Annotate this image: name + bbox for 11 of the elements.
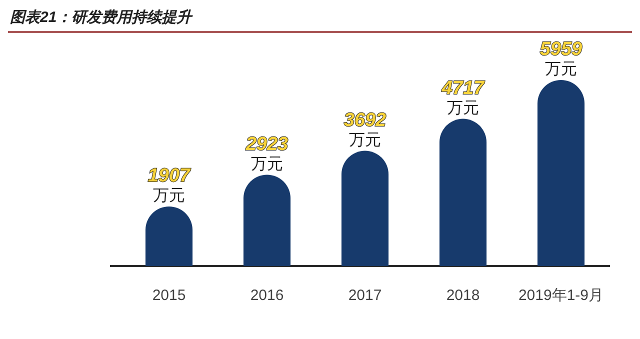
x-tick-label: 2017 — [348, 287, 382, 304]
x-tick-label: 2019年1-9月 — [518, 287, 604, 304]
x-tick-label: 2016 — [250, 287, 284, 304]
data-label: 1907 万元 — [148, 165, 192, 204]
data-label: 2923 万元 — [244, 134, 289, 173]
chart-title: 图表21：研发费用持续提升 — [10, 9, 194, 26]
x-tick-label: 2015 — [152, 287, 186, 304]
data-label: 3692 万元 — [344, 110, 387, 149]
x-tick-label: 2018 — [446, 287, 480, 304]
data-label: 5959 万元 — [540, 39, 583, 78]
data-label: 4717 万元 — [440, 78, 486, 117]
